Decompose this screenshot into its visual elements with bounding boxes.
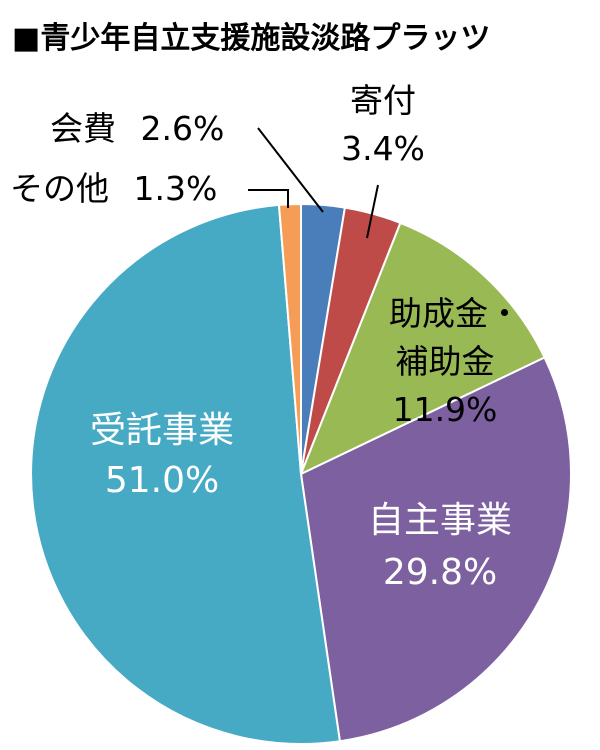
- label-jutaku-value: 51.0%: [105, 460, 219, 501]
- leader-line-sonota: [248, 189, 289, 208]
- pie-slice-4: [30, 203, 342, 745]
- label-kaihi-name: 会費: [50, 109, 116, 148]
- chart-title: ■青少年自立支援施設淡路プラッツ: [12, 21, 490, 56]
- label-jutaku-name: 受託事業: [90, 410, 234, 451]
- label-sonota: その他 1.3%: [10, 169, 217, 208]
- leader-line-kaihi: [257, 127, 324, 213]
- label-josei-line1: 助成金・: [389, 294, 521, 333]
- pie-slice-5: [277, 202, 302, 475]
- pie-slices: [30, 202, 572, 745]
- pie-slice-2: [299, 221, 546, 477]
- label-josei-value: 11.9%: [393, 390, 498, 429]
- label-kifu-name: 寄付: [350, 81, 416, 120]
- label-jishu-name: 自主事業: [368, 500, 512, 541]
- label-kaihi-value: 2.6%: [141, 109, 225, 148]
- label-josei-line2: 補助金: [396, 342, 495, 381]
- pie-slice-3: [299, 356, 572, 743]
- label-sonota-value: 1.3%: [134, 169, 218, 208]
- label-sonota-name: その他: [10, 169, 109, 208]
- leader-line-kifu: [366, 184, 379, 239]
- label-kifu-value: 3.4%: [341, 129, 425, 168]
- label-jishu-value: 29.8%: [383, 552, 497, 593]
- label-kaihi: 会費 2.6%: [50, 109, 224, 148]
